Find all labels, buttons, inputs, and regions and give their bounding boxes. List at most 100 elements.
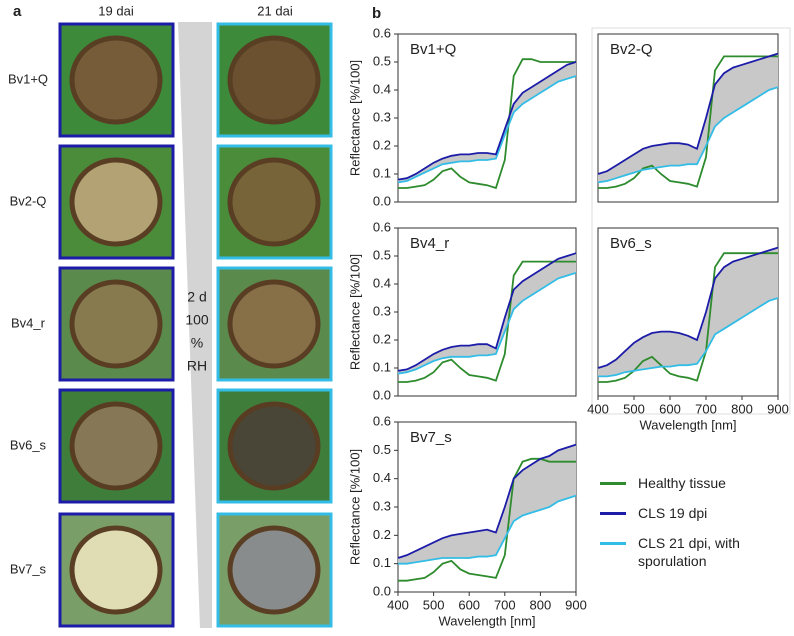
spectrum-line [597,52,779,175]
difference-fill [398,62,576,183]
x-tick-label: 800 [731,401,753,416]
x-tick-label: 700 [695,401,717,416]
y-tick-label: 0.2 [373,137,391,152]
y-tick-label: 0.6 [373,219,391,234]
spectrum-line [598,297,779,378]
lesion [69,35,163,125]
y-tick-label: 0.0 [373,583,391,598]
lesion [69,157,163,247]
lesion [227,525,321,615]
spectrum-line [398,494,577,565]
arrow-label: % [191,335,203,351]
lesion [69,525,163,615]
legend-swatch [600,542,626,545]
x-tick-label: 900 [565,597,587,612]
spectrum-line [397,271,577,375]
arrow-label: 100 [185,312,209,328]
panel-label: b [372,5,381,22]
y-tick-label: 0.4 [373,81,391,96]
x-axis-label: Wavelength [nm] [438,613,535,628]
difference-fill [598,53,778,183]
spectrum-line [598,55,778,189]
row-label: Bv4_r [11,315,46,330]
legend-entry: CLS 21 dpi, with sporulation [600,534,788,570]
x-tick-label: 400 [387,597,409,612]
spectrum-line [397,252,577,372]
difference-fill [598,247,778,377]
y-tick-label: 0.6 [373,25,391,40]
plot-frame [397,227,577,397]
spectrum-line [597,246,779,369]
panel-label: a [13,3,22,20]
spectrum-line [398,260,576,383]
spectrum-line [398,457,576,582]
y-tick-label: 0.1 [373,165,391,180]
y-tick-label: 0.1 [373,359,391,374]
lesion [227,157,321,247]
spectrum-line [597,86,779,184]
panel-frame [591,27,791,415]
row-label: Bv2-Q [10,193,47,208]
x-tick-label: 600 [659,401,681,416]
chart-title: Bv6_s [610,235,652,252]
spectrum-line [397,443,577,559]
y-tick-label: 0.4 [373,275,391,290]
plot-frame [597,33,779,203]
lesion [227,35,321,125]
row-label: Bv7_s [10,561,47,576]
legend-swatch [600,512,626,515]
difference-fill [398,444,576,564]
y-tick-label: 0.2 [373,331,391,346]
y-tick-label: 0.3 [373,303,391,318]
y-tick-label: 0.5 [373,442,391,457]
arrow-label: 2 d [187,289,206,305]
chart-title: Bv2-Q [610,41,653,58]
chart-title: Bv7_s [410,429,452,446]
time-arrow [178,22,212,628]
legend-swatch [600,482,626,485]
spectrum-line [397,61,577,181]
y-tick-label: 0.0 [373,193,391,208]
x-tick-label: 800 [530,597,552,612]
legend: Healthy tissue CLS 19 dpi CLS 21 dpi, with… [600,474,788,582]
plot-frame [397,33,577,203]
arrow-label: RH [187,358,207,374]
spectrum-line [398,58,576,190]
y-axis-label: Reflectance [%/100] [347,449,362,565]
column-label: 19 dai [98,3,134,18]
plot-frame [597,227,779,397]
x-tick-label: 400 [587,401,609,416]
spectrum-line [397,75,577,184]
chart-title: Bv4_r [410,235,449,252]
y-tick-label: 0.3 [373,498,391,513]
x-tick-label: 600 [458,597,480,612]
spectrum-line [598,252,778,383]
legend-entry: CLS 19 dpi [600,504,788,522]
row-label: Bv6_s [10,437,47,452]
x-tick-label: 700 [494,597,516,612]
y-tick-label: 0.6 [373,413,391,428]
column-label: 21 dai [257,3,293,18]
legend-label: Healthy tissue [638,475,726,491]
legend-label: CLS 19 dpi [638,505,708,521]
legend-label: CLS 21 dpi, with sporulation [638,535,740,569]
difference-fill [398,253,576,374]
row-label: Bv1+Q [8,71,48,86]
y-tick-label: 0.5 [373,247,391,262]
y-tick-label: 0.4 [373,470,391,485]
lesion [227,401,321,491]
lesion [227,279,321,369]
chart-title: Bv1+Q [410,41,456,58]
x-tick-label: 900 [767,401,789,416]
y-tick-label: 0.5 [373,53,391,68]
y-tick-label: 0.1 [373,555,391,570]
y-axis-label: Reflectance [%/100] [347,254,362,370]
x-axis-label: Wavelength [nm] [639,417,736,432]
lesion [69,279,163,369]
y-tick-label: 0.2 [373,527,391,542]
legend-entry: Healthy tissue [600,474,788,492]
x-tick-label: 500 [623,401,645,416]
x-tick-label: 500 [423,597,445,612]
